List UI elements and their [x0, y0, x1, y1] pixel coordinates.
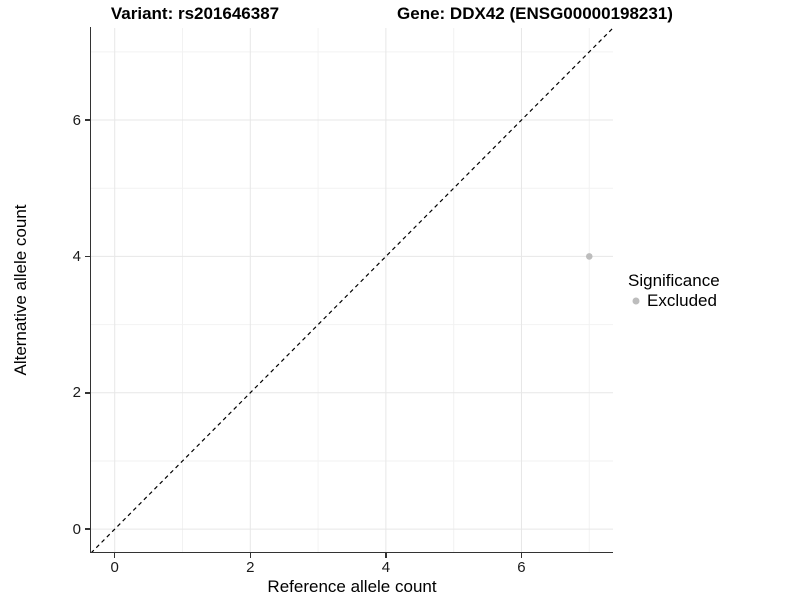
y-tick-label: 2 [72, 384, 81, 402]
x-tick-label: 6 [517, 559, 526, 576]
y-tick-mark [85, 528, 90, 530]
y-tick-mark [85, 119, 90, 121]
plot-panel [91, 28, 613, 553]
y-tick-label: 0 [72, 520, 81, 538]
y-tick-label: 4 [72, 247, 81, 265]
y-tick-label: 6 [72, 111, 81, 129]
x-tick-mark [113, 553, 116, 558]
y-tick-mark [85, 255, 90, 258]
x-tick-label: 4 [381, 559, 391, 576]
y-axis-title: Alternative allele count [11, 204, 30, 376]
plot-title-variant: Variant: rs201646387 [110, 4, 280, 23]
point-swatch-icon [632, 297, 640, 305]
x-tick-mark [249, 553, 252, 558]
data-point [585, 253, 593, 260]
identity-line [91, 28, 613, 553]
legend-item-label: Excluded [647, 291, 717, 310]
x-tick-mark [385, 553, 387, 558]
x-tick-label: 2 [246, 559, 255, 576]
x-axis-title: Reference allele count [267, 577, 437, 596]
x-tick-mark [520, 553, 523, 558]
plot-title-gene: Gene: DDX42 (ENSG00000198231) [397, 4, 673, 23]
legend-key [628, 293, 644, 309]
legend: Significance Excluded [628, 271, 720, 311]
legend-items: Excluded [628, 291, 720, 311]
x-tick-label: 0 [110, 559, 119, 576]
legend-item: Excluded [628, 291, 720, 311]
y-tick-mark [85, 392, 90, 394]
legend-title: Significance [628, 271, 720, 290]
